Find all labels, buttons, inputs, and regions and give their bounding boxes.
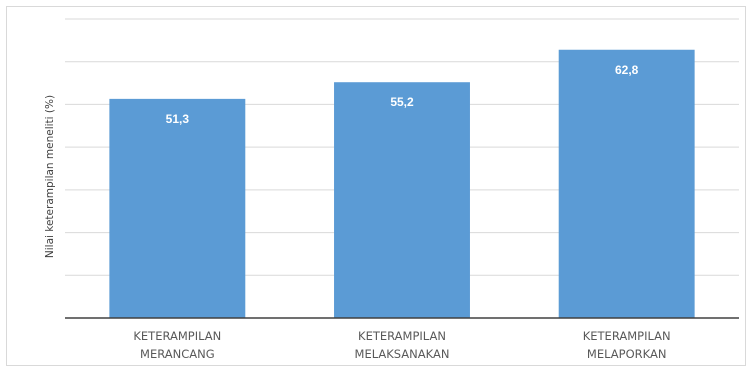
x-tick-labels: KETERAMPILAN MERANCANG KETERAMPILAN MELAKSA…: [133, 329, 670, 361]
x-tick-label-line: KETERAMPILAN: [583, 329, 671, 343]
x-tick-label-1: KETERAMPILAN MERANCANG: [133, 329, 221, 361]
x-tick-label-line: MELAKSANAKAN: [355, 347, 450, 361]
bar-chart: 51,355,262,8 KETERAMPILAN MERANCANGKETERA…: [44, 18, 739, 361]
bar-1: [109, 98, 246, 318]
data-label-2: 55,2: [390, 95, 414, 109]
bar-3: [558, 49, 695, 319]
bar-2: [334, 82, 470, 319]
x-tick-label-3: KETERAMPILAN MELAPORKAN: [583, 329, 671, 361]
data-label-1: 51,3: [166, 112, 190, 126]
x-tick-label-line: KETERAMPILAN: [133, 329, 221, 343]
chart-area: 51,3 55,2 62,8 KETERAMPILAN MERANCANG KETERA…: [6, 6, 746, 366]
data-labels: 51,3 55,2 62,8: [166, 63, 639, 126]
x-tick-label-line: MELAPORKAN: [587, 347, 667, 361]
x-tick-label-line: KETERAMPILAN: [358, 329, 446, 343]
x-tick-label-line: MERANCANG: [140, 347, 215, 361]
y-axis-title: Nilai keterampilan meneliti (%): [44, 95, 56, 258]
x-tick-label-2: KETERAMPILAN MELAKSANAKAN: [355, 329, 450, 361]
bars: [109, 49, 695, 319]
data-label-3: 62,8: [615, 63, 639, 77]
